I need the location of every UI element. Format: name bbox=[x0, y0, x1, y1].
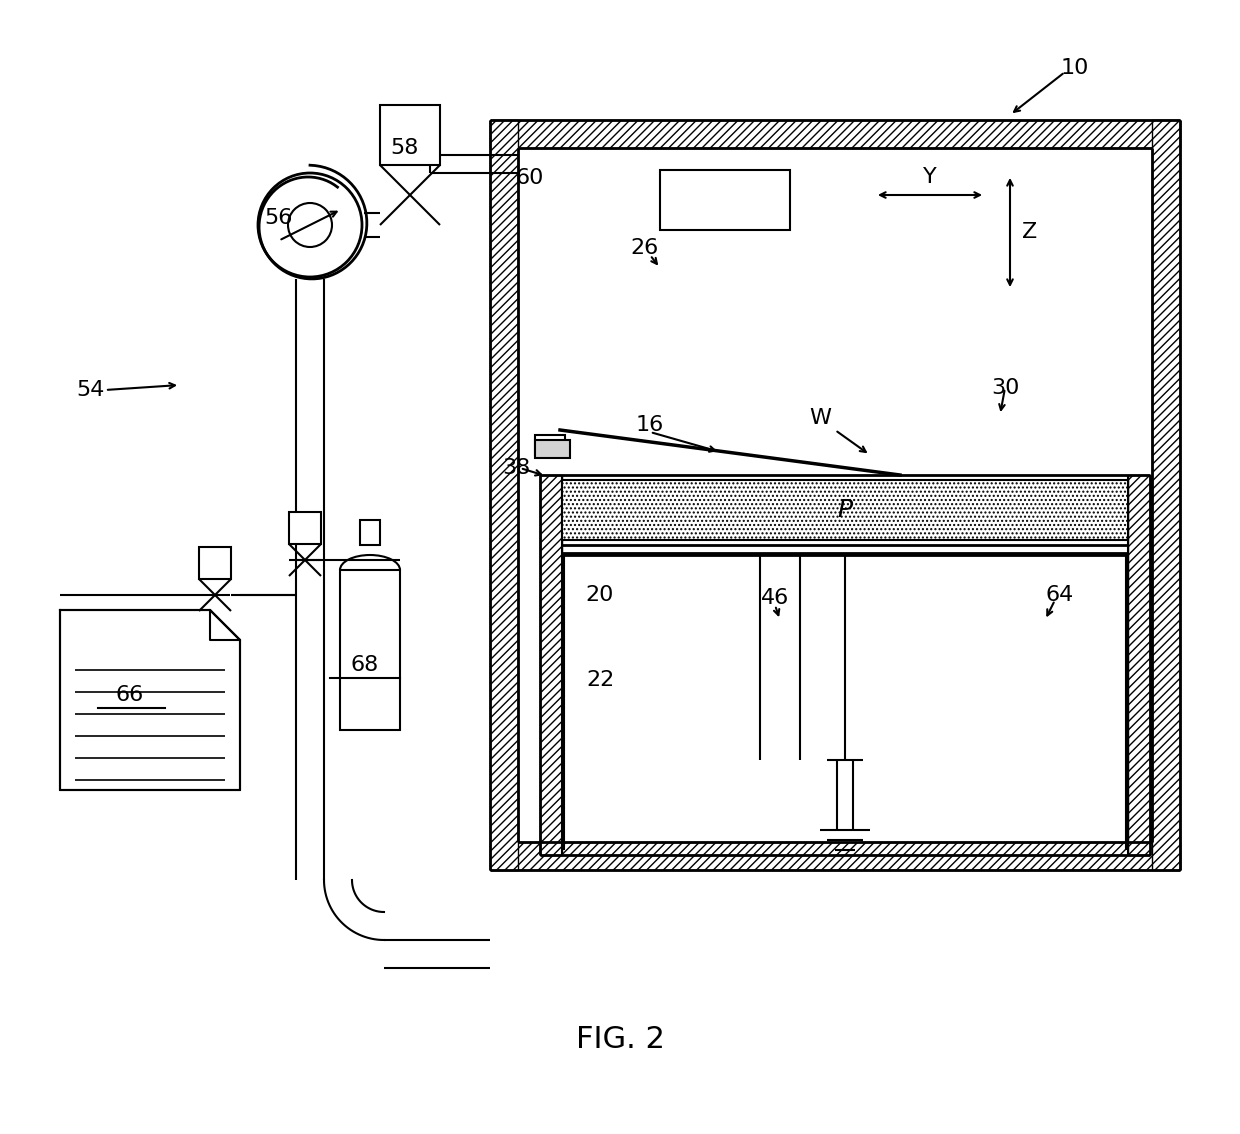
Text: P: P bbox=[837, 498, 853, 522]
Bar bbox=[490, 120, 1180, 149]
FancyBboxPatch shape bbox=[340, 570, 401, 730]
Text: 58: 58 bbox=[391, 138, 419, 158]
Bar bbox=[379, 105, 440, 166]
Text: 54: 54 bbox=[76, 380, 104, 400]
Bar bbox=[660, 170, 790, 230]
Text: 16: 16 bbox=[636, 415, 665, 435]
Text: 30: 30 bbox=[991, 378, 1019, 398]
Text: 10: 10 bbox=[1060, 58, 1089, 78]
Text: 68: 68 bbox=[351, 655, 379, 675]
Bar bbox=[360, 521, 379, 545]
Bar bbox=[198, 547, 231, 579]
Text: 66: 66 bbox=[115, 685, 144, 705]
Text: Z: Z bbox=[1022, 222, 1038, 242]
Bar bbox=[490, 843, 1180, 870]
Bar bbox=[534, 440, 570, 458]
Text: W: W bbox=[808, 408, 831, 428]
Bar bbox=[534, 435, 565, 455]
Polygon shape bbox=[60, 610, 241, 790]
Text: 46: 46 bbox=[761, 589, 789, 608]
Bar bbox=[1128, 475, 1149, 855]
Text: 20: 20 bbox=[585, 585, 614, 606]
Bar bbox=[562, 480, 1128, 540]
Text: 56: 56 bbox=[264, 208, 293, 228]
Text: FIG. 2: FIG. 2 bbox=[575, 1025, 665, 1055]
Bar bbox=[539, 475, 562, 855]
Text: 64: 64 bbox=[1045, 585, 1074, 606]
Bar bbox=[490, 120, 518, 870]
Text: 38: 38 bbox=[502, 458, 531, 479]
Bar bbox=[1152, 120, 1180, 870]
Text: Y: Y bbox=[923, 167, 937, 187]
Bar bbox=[289, 511, 321, 544]
Text: 26: 26 bbox=[631, 238, 660, 259]
Text: 22: 22 bbox=[585, 670, 614, 689]
Text: 60: 60 bbox=[516, 168, 544, 188]
